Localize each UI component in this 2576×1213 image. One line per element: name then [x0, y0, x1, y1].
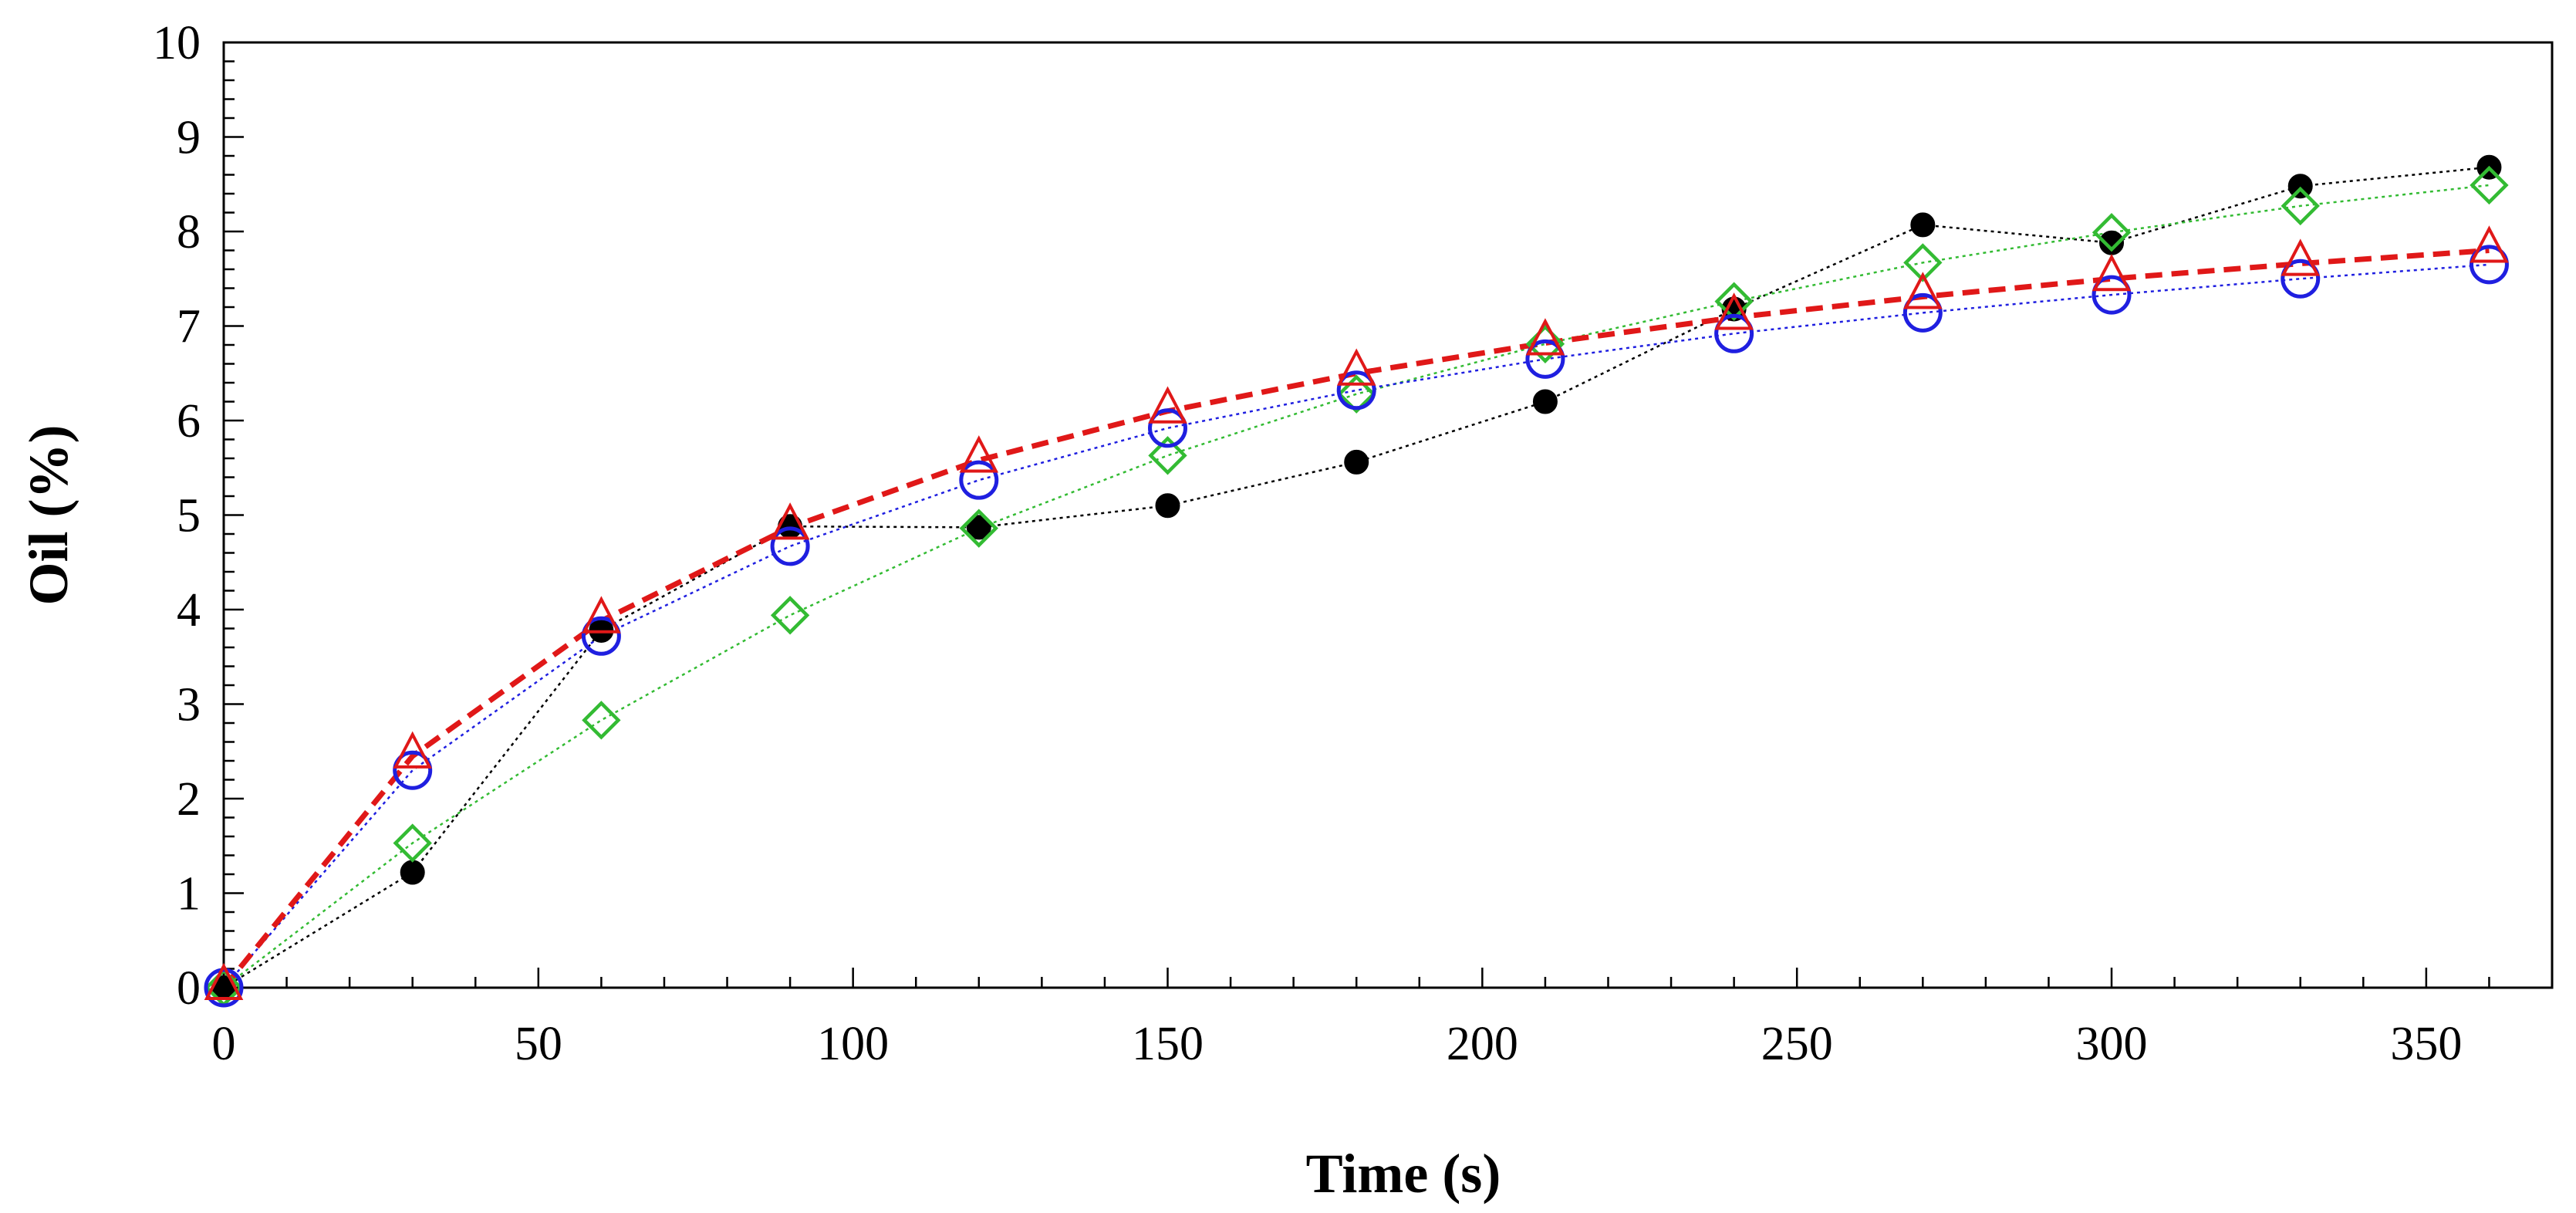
x-tick-label: 200	[1447, 1018, 1518, 1070]
y-tick-label: 5	[177, 490, 201, 542]
series-line-experimental	[223, 166, 2490, 989]
data-point-model-triangle	[1903, 272, 1943, 309]
data-point-model-circle	[1902, 292, 1943, 333]
data-point-model-diamond	[1148, 436, 1187, 475]
y-tick-label: 8	[177, 206, 201, 258]
data-point-model-triangle	[1714, 292, 1754, 330]
data-point-model-circle	[959, 460, 999, 500]
data-point-model-diamond	[1714, 282, 1754, 321]
data-point-model-diamond	[582, 701, 621, 740]
data-point-model-diamond	[1525, 324, 1565, 363]
x-tick-label: 0	[212, 1018, 236, 1070]
series-line-model-triangle	[221, 248, 2490, 990]
x-tick-label: 300	[2076, 1018, 2148, 1070]
data-point-experimental	[1910, 212, 1936, 238]
x-axis-title: Time (s)	[1306, 1143, 1501, 1205]
series-line-model-diamond	[223, 184, 2490, 988]
y-tick-label: 9	[177, 112, 201, 164]
data-point-model-circle	[2469, 245, 2509, 285]
data-point-model-triangle	[2470, 225, 2509, 263]
x-tick-label: 150	[1132, 1018, 1204, 1070]
data-point-model-diamond	[2092, 213, 2132, 252]
data-point-model-circle	[2092, 275, 2132, 315]
data-point-model-triangle	[770, 502, 810, 540]
data-point-experimental	[2287, 174, 2313, 199]
data-point-model-diamond	[770, 596, 810, 635]
y-tick-label: 0	[177, 962, 201, 1015]
data-point-model-circle	[2281, 258, 2321, 299]
data-point-model-circle	[393, 750, 433, 790]
data-point-model-diamond	[2281, 186, 2320, 226]
data-point-experimental	[1344, 449, 1369, 475]
data-point-model-circle	[1525, 339, 1565, 379]
y-tick-label: 10	[153, 17, 201, 69]
tick-labels-group: 0 50 100 150 200 250 300 350 0 1 2 3 4 5 6 7 8 9 10	[153, 17, 2462, 1070]
x-tick-label: 350	[2390, 1018, 2462, 1070]
data-point-experimental	[1155, 493, 1180, 519]
plot-frame-group	[222, 41, 2554, 989]
data-point-model-circle	[1148, 408, 1188, 448]
y-tick-label: 6	[177, 395, 201, 448]
x-tick-label: 100	[817, 1018, 889, 1070]
axis-ticks-group	[222, 41, 2554, 989]
y-axis-title: Oil (%)	[18, 425, 79, 606]
data-point-model-diamond	[1903, 243, 1943, 282]
y-tick-label: 7	[177, 301, 201, 353]
data-point-model-triangle	[1336, 348, 1376, 386]
data-point-model-triangle	[582, 596, 621, 634]
y-tick-label: 1	[177, 868, 201, 921]
data-point-model-triangle	[1525, 318, 1565, 356]
data-point-model-circle	[1714, 313, 1754, 353]
y-tick-label: 4	[177, 584, 201, 637]
data-point-model-triangle	[204, 962, 244, 1000]
data-point-model-circle	[204, 968, 244, 1008]
data-point-model-triangle	[1148, 386, 1187, 424]
series-lines-group	[221, 166, 2490, 990]
data-point-experimental	[966, 515, 991, 540]
x-tick-label: 50	[515, 1018, 562, 1070]
data-point-model-diamond	[1337, 374, 1376, 414]
data-point-model-triangle	[959, 435, 999, 473]
data-point-model-triangle	[2281, 238, 2321, 276]
y-tick-label: 2	[177, 773, 201, 826]
data-point-model-triangle	[2092, 253, 2132, 292]
series-points-group	[204, 154, 2509, 1008]
data-point-model-triangle	[393, 731, 433, 769]
data-point-model-circle	[1336, 370, 1376, 411]
plot-frame	[222, 41, 2554, 989]
data-point-model-circle	[581, 616, 621, 656]
x-tick-label: 250	[1761, 1018, 1833, 1070]
data-point-experimental	[1532, 389, 1558, 414]
data-point-model-circle	[770, 526, 810, 566]
data-point-model-diamond	[959, 509, 998, 548]
data-point-model-diamond	[393, 823, 432, 863]
series-line-model-circle	[223, 263, 2490, 988]
data-point-model-diamond	[2470, 165, 2509, 205]
y-tick-label: 3	[177, 679, 201, 732]
data-point-experimental	[400, 860, 425, 885]
